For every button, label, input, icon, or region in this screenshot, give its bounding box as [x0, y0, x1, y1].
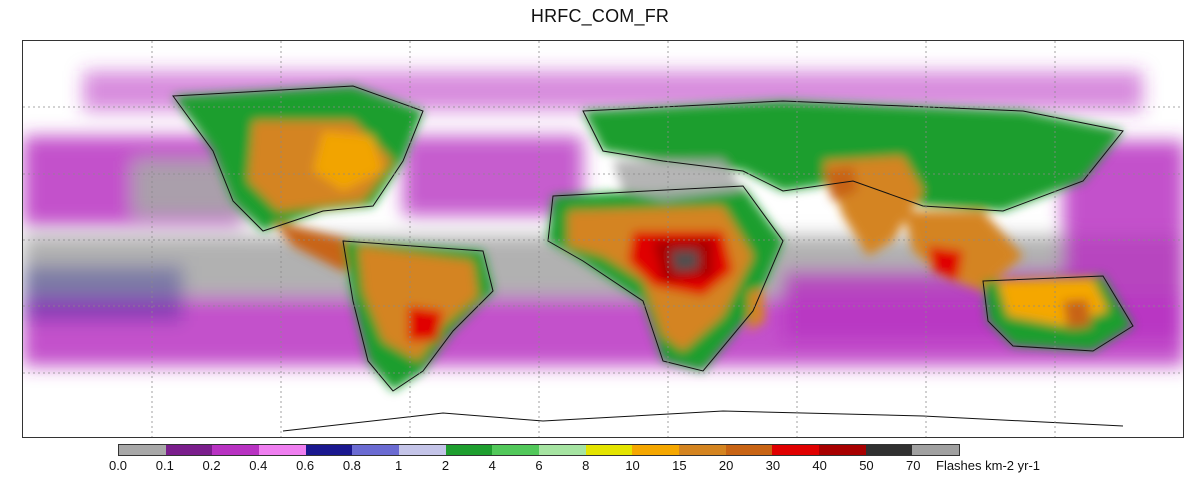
south-america-red: [408, 306, 443, 341]
graticule: [23, 41, 1183, 437]
colorbar-swatch: [679, 445, 726, 455]
madagascar: [748, 289, 765, 331]
colorbar-tick-label: 8: [582, 458, 590, 473]
coast-antarctica: [282, 410, 1124, 432]
colorbar-labels: 0.0 0.1 0.2 0.4 0.6 0.8 1 2 4 6 8 10 15 20 30 40 50 70: [0, 458, 1200, 476]
colorbar-tick-label: 0.2: [202, 458, 221, 473]
map-canvas: [23, 41, 1183, 437]
colorbar-swatch: [259, 445, 306, 455]
colorbar-tick-label: 0.1: [155, 458, 174, 473]
colorbar: [118, 444, 960, 456]
colorbar-swatch: [492, 445, 540, 455]
colorbar-tick-label: 4: [488, 458, 496, 473]
colorbar-swatch: [212, 445, 260, 455]
colorbar-swatch: [165, 445, 213, 455]
africa-core: [671, 251, 698, 271]
colorbar-tick-label: 1: [395, 458, 403, 473]
colorbar-swatch: [399, 445, 446, 455]
colorbar-tick-label: 0.8: [342, 458, 361, 473]
coast-north-america: [172, 85, 424, 232]
colorbar-swatch: [865, 445, 913, 455]
colorbar-swatch: [352, 445, 400, 455]
se-asia-red: [928, 246, 963, 281]
india-red: [823, 166, 858, 201]
colorbar-swatch: [912, 445, 960, 455]
colorbar-swatch: [445, 445, 493, 455]
eurasia-green: [583, 101, 1123, 211]
coast-africa: [547, 185, 784, 372]
lightning-flash-rate-map: [22, 40, 1184, 438]
colorbar-tick-label: 10: [625, 458, 640, 473]
colorbar-tick-label: 15: [672, 458, 687, 473]
colorbar-tick-label: 20: [718, 458, 734, 473]
colorbar-swatch: [539, 445, 586, 455]
colorbar-tick-label: 6: [535, 458, 543, 473]
south-pacific-blue: [23, 266, 183, 321]
coast-australia: [982, 275, 1134, 352]
colorbar-tick-label: 30: [765, 458, 781, 473]
map-title: HRFC_COM_FR: [530, 6, 670, 26]
colorbar-swatch: [119, 445, 166, 455]
colorbar-swatch: [819, 445, 866, 455]
colorbar-tick-label: 40: [812, 458, 827, 473]
colorbar-units: Flashes km-2 yr-1: [936, 458, 1041, 473]
north-america-light: [313, 131, 383, 191]
land-layer: [173, 86, 1133, 391]
sahara-gray: [613, 159, 743, 201]
colorbar-tick-label: 0.4: [249, 458, 268, 473]
colorbar-tick-label: 0.0: [108, 458, 128, 473]
coast-south-america: [342, 240, 494, 392]
coast-eurasia: [582, 100, 1124, 212]
colorbar-swatch: [305, 445, 353, 455]
colorbar-tick-label: 2: [441, 458, 450, 473]
colorbar-tick-label: 0.6: [296, 458, 315, 473]
colorbar-swatch: [585, 445, 633, 455]
colorbar-tick-label: 50: [859, 458, 874, 473]
colorbar-swatch: [632, 445, 680, 455]
colorbar-swatch: [772, 445, 820, 455]
colorbar-tick-label: 70: [905, 458, 921, 473]
colorbar-swatch: [725, 445, 773, 455]
australia-red: [1063, 299, 1091, 329]
south-america-orange: [358, 246, 478, 361]
coastlines: [172, 85, 1134, 432]
